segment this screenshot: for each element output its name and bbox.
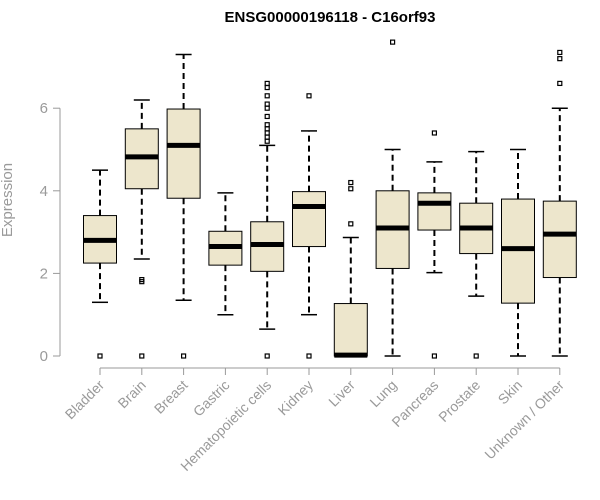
box-unknown-other bbox=[542, 49, 577, 357]
outlier-point bbox=[557, 80, 563, 87]
outlier-point bbox=[348, 179, 354, 186]
box-prostate bbox=[459, 150, 494, 359]
outlier-point bbox=[139, 353, 145, 359]
outlier-point bbox=[473, 353, 479, 359]
x-tick-label: Lung bbox=[366, 377, 399, 410]
box-hematopoietic-cells bbox=[250, 80, 285, 359]
outlier-point bbox=[306, 353, 312, 359]
x-tick-label: Skin bbox=[495, 377, 526, 408]
y-tick-label: 2 bbox=[40, 265, 48, 282]
box-skin bbox=[501, 148, 535, 357]
outlier-point bbox=[557, 56, 563, 62]
outlier-point bbox=[264, 130, 270, 136]
outlier-point bbox=[264, 113, 270, 120]
outlier-point bbox=[264, 84, 270, 91]
boxes-group bbox=[83, 39, 577, 359]
outlier-point bbox=[264, 138, 270, 144]
iqr-box bbox=[166, 108, 201, 199]
x-tick-label: Liver bbox=[325, 377, 358, 410]
box-bladder bbox=[83, 169, 117, 359]
box-pancreas bbox=[417, 130, 452, 359]
outlier-point bbox=[348, 221, 354, 227]
box-breast bbox=[166, 53, 201, 359]
outlier-point bbox=[390, 39, 396, 45]
outlier-point bbox=[264, 80, 270, 87]
outlier-point bbox=[139, 276, 145, 283]
y-axis-label: Expression bbox=[0, 163, 16, 237]
x-tick-label: Kidney bbox=[275, 377, 317, 419]
box-kidney bbox=[292, 93, 326, 359]
outlier-point bbox=[431, 130, 437, 136]
outlier-point bbox=[264, 126, 270, 132]
y-axis: 0 2 4 6 bbox=[40, 100, 61, 365]
outlier-point bbox=[181, 353, 187, 359]
y-tick-label: 0 bbox=[40, 348, 48, 365]
outlier-point bbox=[431, 353, 437, 359]
x-tick-label: Brain bbox=[114, 377, 148, 411]
iqr-box bbox=[333, 303, 368, 357]
box-gastric bbox=[208, 192, 243, 316]
outlier-point bbox=[557, 49, 563, 56]
x-tick-label: Unknown / Other bbox=[481, 377, 567, 463]
outlier-point bbox=[264, 93, 270, 99]
x-tick-label: Bladder bbox=[62, 377, 108, 423]
x-tick-label: Breast bbox=[151, 377, 191, 417]
box-liver bbox=[333, 179, 368, 358]
iqr-box bbox=[542, 200, 577, 279]
outlier-point bbox=[97, 353, 103, 359]
box-brain bbox=[124, 99, 159, 359]
x-tick-label: Prostate bbox=[435, 377, 483, 425]
box-lung bbox=[375, 39, 410, 357]
y-tick-label: 4 bbox=[40, 183, 48, 200]
outlier-point bbox=[306, 93, 312, 99]
outlier-point bbox=[264, 101, 270, 107]
outlier-point bbox=[264, 122, 270, 128]
outlier-point bbox=[264, 353, 270, 359]
chart-title: ENSG00000196118 - C16orf93 bbox=[225, 9, 436, 26]
outlier-point bbox=[348, 186, 354, 192]
outlier-point bbox=[264, 105, 270, 111]
y-tick-label: 6 bbox=[40, 100, 48, 117]
iqr-box bbox=[292, 191, 326, 248]
iqr-box bbox=[417, 192, 452, 231]
outlier-point bbox=[264, 134, 270, 140]
